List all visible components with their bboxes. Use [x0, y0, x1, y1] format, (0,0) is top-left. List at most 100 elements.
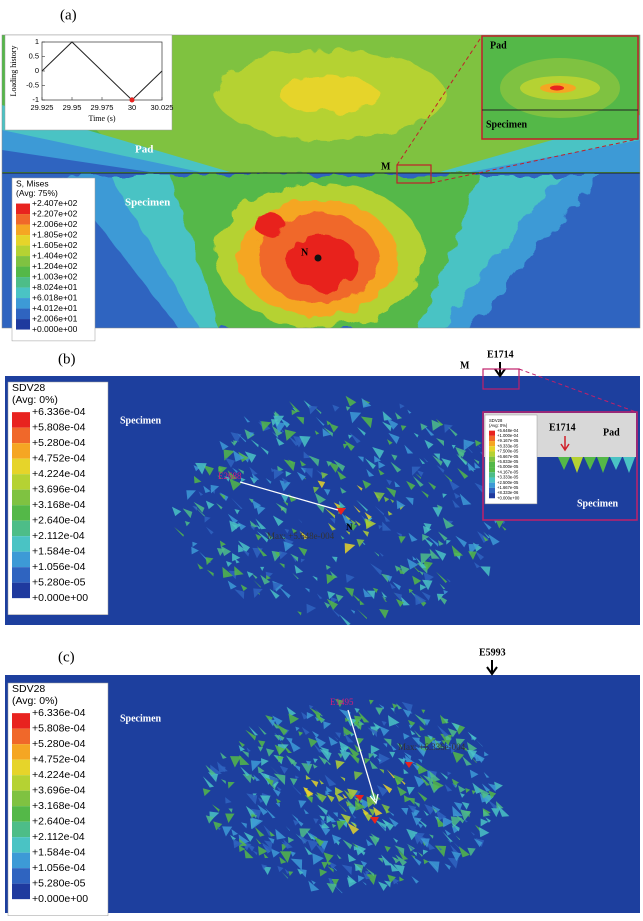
element	[244, 849, 254, 859]
element	[289, 783, 302, 795]
element	[474, 482, 485, 493]
element	[468, 551, 477, 560]
legend-swatch	[489, 441, 495, 447]
legend-title: SDV28	[12, 382, 45, 394]
element	[283, 500, 289, 506]
legend-swatch	[12, 582, 30, 599]
element	[323, 721, 332, 730]
max-element	[355, 795, 364, 801]
element	[264, 807, 276, 819]
element	[205, 557, 214, 566]
element	[232, 553, 241, 562]
element	[491, 808, 501, 818]
element	[250, 776, 256, 781]
element	[291, 814, 299, 821]
pointer	[239, 481, 339, 511]
element	[204, 516, 211, 523]
element	[422, 534, 430, 541]
element	[326, 860, 332, 866]
element	[219, 540, 226, 547]
legend-label: +3.696e-04	[32, 483, 86, 495]
element	[318, 755, 328, 765]
element	[597, 457, 609, 473]
element	[423, 561, 433, 571]
element	[487, 783, 497, 792]
element	[558, 457, 570, 470]
inset-chart	[4, 34, 173, 131]
element	[374, 492, 385, 503]
element	[378, 461, 386, 469]
element	[242, 773, 252, 784]
element	[354, 707, 360, 714]
element	[226, 560, 233, 567]
element	[397, 757, 405, 765]
element	[482, 809, 491, 817]
element	[374, 505, 385, 516]
element	[263, 853, 269, 859]
element	[487, 799, 500, 812]
element-label: E2688	[218, 471, 242, 481]
element	[422, 849, 429, 855]
element	[423, 523, 432, 532]
element	[455, 835, 461, 841]
element	[314, 406, 322, 415]
zoom-box	[482, 368, 520, 390]
element	[370, 563, 382, 576]
element	[464, 444, 473, 453]
element	[433, 453, 441, 460]
legend-label: +1.003e+02	[32, 271, 78, 281]
element	[246, 843, 255, 852]
element	[306, 603, 317, 614]
element	[431, 807, 438, 813]
element	[372, 752, 378, 758]
element	[436, 571, 448, 583]
element	[324, 774, 337, 787]
element	[234, 509, 240, 515]
element	[465, 788, 471, 793]
element	[312, 575, 318, 581]
element	[393, 857, 400, 864]
element	[427, 535, 439, 547]
element	[323, 852, 334, 863]
element	[408, 588, 414, 594]
element	[342, 839, 353, 850]
element	[389, 583, 396, 589]
element	[463, 439, 475, 451]
element	[326, 598, 338, 610]
element	[283, 839, 293, 849]
element	[365, 871, 370, 876]
element	[243, 415, 251, 423]
element	[302, 468, 313, 479]
element	[295, 726, 300, 732]
element	[202, 776, 215, 788]
element	[451, 545, 464, 557]
element	[381, 803, 390, 813]
element	[424, 736, 436, 748]
element	[335, 732, 342, 739]
element	[299, 460, 307, 467]
element	[287, 435, 299, 447]
element	[315, 843, 326, 854]
y-tick-label: 0.5	[29, 51, 39, 60]
element	[298, 800, 307, 809]
element	[397, 786, 407, 797]
legend-label: +4.167e-05	[497, 469, 519, 474]
legend-title: SDV28	[489, 418, 503, 423]
element	[289, 740, 301, 752]
element	[320, 819, 327, 826]
element	[279, 851, 292, 863]
element	[406, 480, 416, 491]
element	[273, 468, 285, 480]
element	[331, 878, 340, 887]
element	[354, 797, 360, 803]
element	[227, 781, 235, 789]
element	[386, 418, 399, 430]
legend-swatch	[12, 458, 30, 475]
element	[445, 743, 453, 750]
element	[387, 715, 400, 727]
element	[220, 752, 227, 759]
element	[336, 470, 347, 480]
element	[410, 854, 415, 859]
element	[610, 457, 622, 470]
element	[406, 786, 415, 796]
